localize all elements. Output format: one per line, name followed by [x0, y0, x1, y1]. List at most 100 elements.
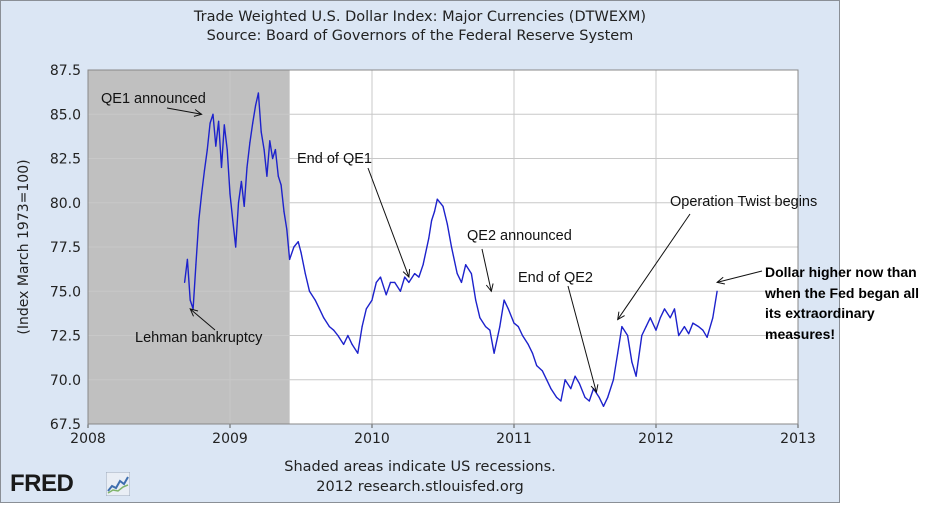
- data-point: [621, 326, 623, 328]
- data-point: [347, 334, 349, 337]
- chart-subtitle: Source: Board of Governors of the Federa…: [206, 28, 634, 44]
- annotation-end-of-qe2: End of QE2: [518, 270, 593, 286]
- data-point: [186, 258, 188, 260]
- data-point: [546, 379, 548, 381]
- fred-logo-text: FRED: [10, 470, 74, 497]
- annotation-arrow: [367, 167, 410, 278]
- data-point: [450, 246, 453, 248]
- data-point: [465, 264, 467, 266]
- data-point: [574, 375, 576, 377]
- x-tick-label: 2013: [780, 431, 816, 447]
- data-point: [361, 326, 363, 328]
- data-point: [673, 308, 676, 310]
- data-point: [226, 149, 228, 151]
- data-point: [212, 113, 214, 115]
- data-point: [252, 122, 254, 124]
- data-point: [289, 258, 291, 260]
- data-point: [414, 272, 416, 275]
- data-point: [602, 405, 605, 407]
- data-point: [404, 276, 406, 278]
- data-point: [237, 202, 240, 204]
- y-tick-label: 75.0: [50, 284, 81, 300]
- data-point: [479, 317, 481, 319]
- data-point: [314, 299, 316, 301]
- data-point: [631, 361, 633, 363]
- data-point: [243, 205, 245, 207]
- data-point: [560, 400, 562, 402]
- data-point: [446, 223, 448, 225]
- data-point: [254, 104, 257, 106]
- data-point: [272, 157, 274, 160]
- data-point: [612, 379, 615, 381]
- data-point: [201, 193, 203, 195]
- data-point: [263, 149, 265, 151]
- data-point: [635, 375, 637, 377]
- data-point: [617, 352, 619, 354]
- data-point: [645, 326, 647, 328]
- data-point: [627, 334, 629, 337]
- data-point: [277, 175, 279, 177]
- data-point: [280, 184, 282, 186]
- side-note-line-2: when the Fed began all: [765, 284, 920, 301]
- data-point: [308, 290, 311, 292]
- data-point: [442, 205, 444, 207]
- annotation-arrow: [567, 285, 597, 393]
- data-point: [337, 334, 339, 337]
- data-point: [375, 281, 377, 283]
- y-tick-label: 85.0: [50, 107, 81, 123]
- fred-logo: FRED: [10, 470, 130, 498]
- y-tick-label: 67.5: [50, 417, 81, 433]
- data-point: [550, 388, 552, 390]
- fred-chart-icon: [106, 472, 130, 496]
- data-point: [189, 299, 191, 301]
- data-point: [408, 281, 410, 283]
- data-point: [215, 145, 217, 147]
- data-point: [598, 396, 600, 399]
- annotation-arrowhead: [402, 269, 411, 279]
- annotation-qe1-announced: QE1 announced: [101, 91, 206, 107]
- data-point: [503, 299, 505, 301]
- annotation-arrow: [617, 213, 691, 320]
- data-point: [607, 396, 609, 399]
- y-tick-label: 77.5: [50, 240, 81, 256]
- data-point: [470, 272, 472, 275]
- data-point: [688, 333, 690, 335]
- plot-border: [87, 69, 799, 425]
- side-note-line-1: Dollar higher now than: [765, 264, 917, 280]
- side-note-line-4: measures!: [765, 325, 836, 342]
- data-point: [422, 264, 424, 266]
- annotation-arrow: [166, 107, 202, 115]
- data-point: [218, 120, 220, 122]
- data-point: [203, 170, 206, 172]
- data-point: [683, 326, 686, 328]
- data-point: [517, 326, 519, 328]
- y-tick-label: 87.5: [50, 63, 81, 79]
- data-point: [692, 322, 694, 324]
- data-point: [536, 364, 538, 367]
- y-axis-label: (Index March 1973=100): [16, 159, 32, 334]
- data-point: [588, 400, 590, 402]
- data-point: [385, 294, 387, 296]
- annotation-arrowhead: [189, 308, 199, 317]
- y-tick-label: 70.0: [50, 373, 81, 389]
- annotation-operation-twist: Operation Twist begins: [670, 194, 818, 210]
- annotation-arrowhead: [715, 276, 726, 285]
- data-point: [183, 281, 186, 283]
- data-point: [399, 290, 401, 292]
- data-point: [669, 317, 671, 319]
- data-point: [649, 317, 651, 319]
- side-note: Dollar higher now than when the Fed bega…: [765, 262, 932, 344]
- y-tick-label: 72.5: [50, 329, 81, 345]
- data-point: [475, 299, 477, 301]
- data-point: [209, 122, 211, 124]
- data-point: [293, 246, 295, 248]
- data-point: [418, 276, 420, 278]
- data-point: [702, 329, 704, 331]
- data-point: [223, 124, 225, 126]
- data-point: [274, 149, 277, 151]
- data-point: [698, 326, 700, 328]
- data-point: [300, 251, 302, 253]
- data-point: [249, 141, 251, 144]
- data-point: [220, 166, 223, 168]
